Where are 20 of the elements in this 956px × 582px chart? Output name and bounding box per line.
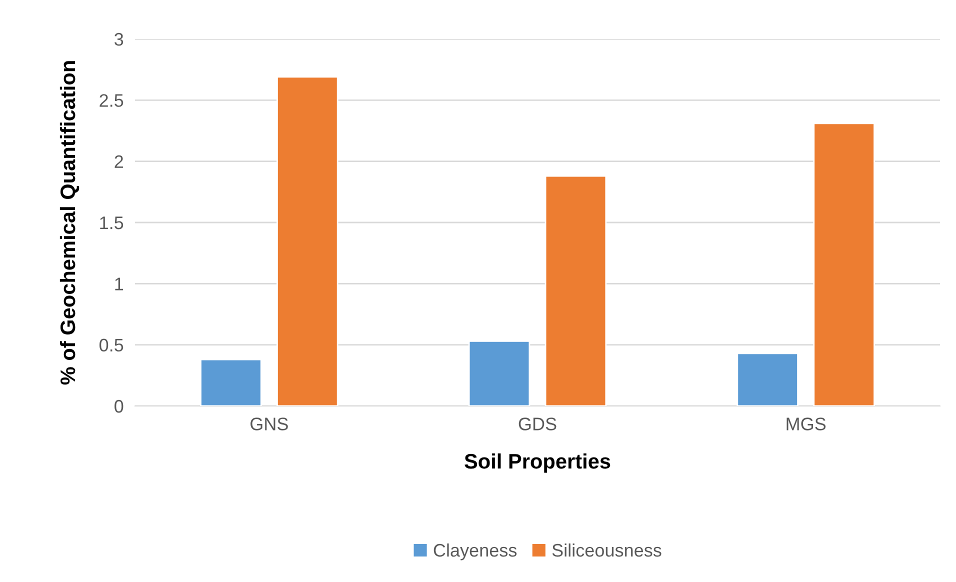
x-tick-label: GDS [518, 418, 556, 430]
legend-label: Siliceousness [552, 543, 662, 557]
bar [813, 122, 875, 406]
x-tick-label: MGS [786, 418, 826, 430]
bar [468, 340, 530, 406]
y-tick-label: 0 [114, 400, 124, 413]
y-tick-label: 3 [114, 32, 124, 46]
legend-label: Clayeness [434, 543, 517, 560]
y-tick-label: 1 [115, 278, 124, 290]
x-tick-label: GNS [250, 418, 288, 430]
bar [276, 76, 338, 406]
y-tick-label: 0.5 [99, 338, 124, 352]
bar [200, 358, 262, 406]
y-tick-label: 2 [114, 155, 123, 168]
bar [544, 175, 607, 406]
y-tick-label: 2.5 [100, 94, 124, 107]
y-tick-label: 1.5 [100, 216, 124, 230]
bar [736, 352, 798, 406]
y-axis-title: % of Geochemical Quantification [60, 61, 80, 385]
x-axis-title: Soil Properties [464, 453, 610, 473]
